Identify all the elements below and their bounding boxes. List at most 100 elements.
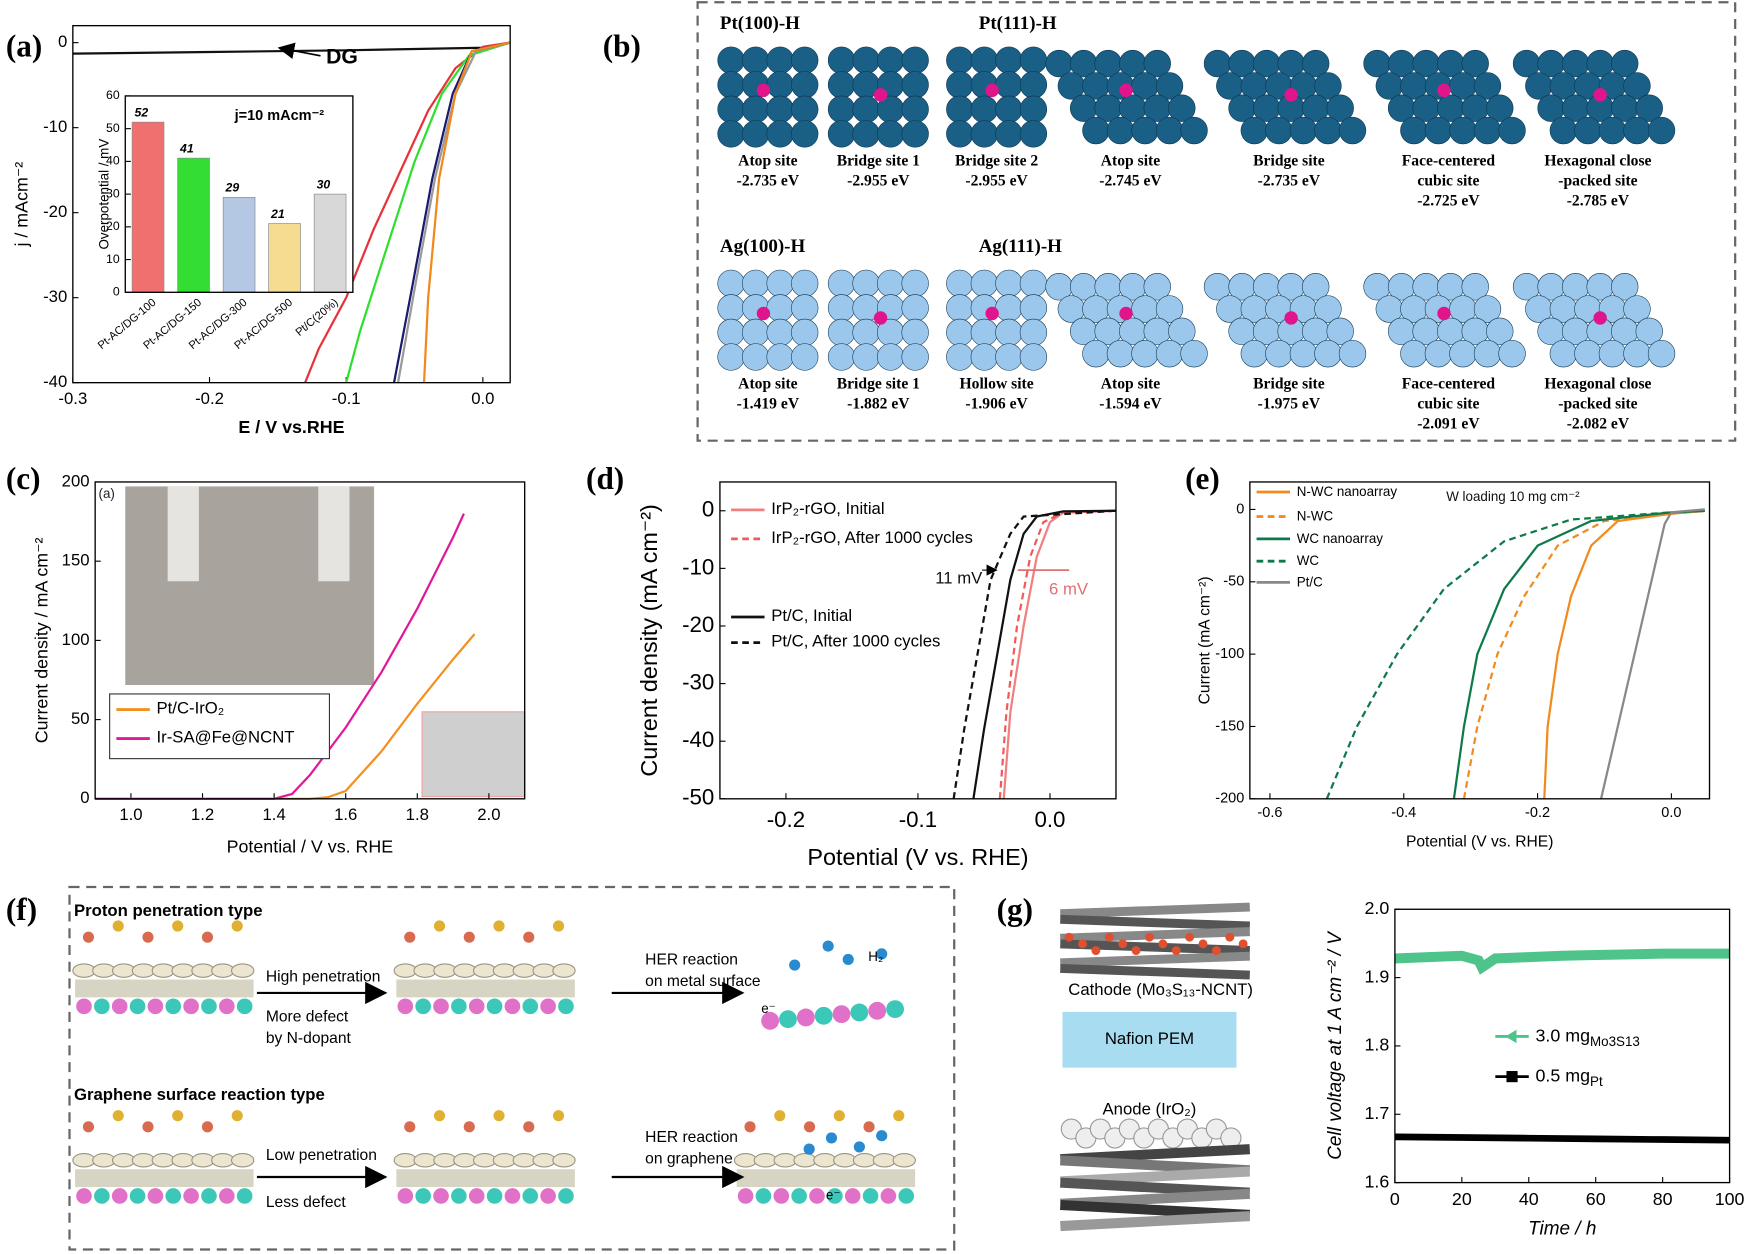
metal-atom bbox=[451, 998, 467, 1015]
atom bbox=[766, 46, 794, 74]
atom bbox=[995, 120, 1023, 148]
sulfonate bbox=[803, 1121, 816, 1133]
atom bbox=[852, 318, 880, 347]
series-line bbox=[422, 41, 511, 383]
atom bbox=[1400, 116, 1428, 145]
metal-atom bbox=[236, 1188, 253, 1204]
legend-marker bbox=[1505, 1029, 1517, 1044]
atom bbox=[1635, 94, 1663, 122]
legend-text: Pt/C, Initial bbox=[771, 606, 852, 625]
sulfonate bbox=[774, 1110, 786, 1122]
site-name: Bridge site 1 bbox=[837, 152, 920, 169]
sulfonate bbox=[552, 1110, 565, 1122]
y-tick-label: -20 bbox=[682, 612, 714, 637]
x-tick-label: 1.4 bbox=[263, 805, 286, 824]
sulfonate bbox=[433, 920, 446, 932]
atom bbox=[1131, 339, 1159, 368]
atom bbox=[1486, 317, 1514, 346]
metal-atom bbox=[844, 1188, 861, 1204]
annotation: 6 mV bbox=[1049, 580, 1089, 599]
x-tick-label: 0.0 bbox=[471, 389, 494, 408]
series-line bbox=[1002, 509, 1117, 799]
atom bbox=[1289, 116, 1318, 145]
sulfonate bbox=[231, 920, 243, 932]
metal-atom bbox=[868, 1001, 887, 1020]
atom bbox=[1623, 116, 1651, 145]
series-line bbox=[952, 509, 1117, 799]
metal-atom bbox=[451, 1188, 467, 1204]
x-axis-label: E / V vs.RHE bbox=[238, 417, 344, 437]
site-name: Face-centered bbox=[1402, 375, 1496, 392]
sulfonate bbox=[142, 1121, 154, 1133]
layer bbox=[396, 979, 575, 998]
atom bbox=[766, 318, 794, 347]
metal-atom bbox=[397, 1188, 414, 1204]
atom bbox=[1647, 339, 1676, 368]
graphene bbox=[111, 963, 136, 978]
label: e⁻ bbox=[826, 1188, 841, 1203]
sulfonate bbox=[744, 1121, 756, 1133]
atom bbox=[1400, 339, 1428, 368]
x-tick-label: -0.2 bbox=[1525, 805, 1550, 821]
sulfonate bbox=[863, 1121, 875, 1133]
metal-atom bbox=[827, 1188, 843, 1204]
series-line bbox=[1462, 509, 1705, 800]
metal-atom bbox=[201, 1188, 217, 1204]
metal-atom bbox=[862, 1188, 879, 1204]
y-tick-label: -20 bbox=[43, 202, 67, 221]
proton bbox=[876, 948, 888, 960]
graphene bbox=[211, 963, 235, 978]
atom bbox=[791, 120, 819, 148]
y-tick-label: -150 bbox=[1215, 718, 1244, 734]
legend-label: Pt/C, Initial bbox=[771, 606, 852, 625]
metal-atom bbox=[522, 1188, 539, 1204]
site-name: cubic site bbox=[1417, 172, 1479, 189]
x-tick-label: 1.8 bbox=[406, 805, 429, 824]
panel-b-frame bbox=[696, 1, 1737, 442]
nanotube bbox=[1060, 902, 1250, 919]
metal-atom bbox=[218, 1188, 235, 1204]
metal-atom bbox=[850, 1003, 869, 1022]
atom bbox=[1180, 339, 1208, 368]
y-tick-label: 1.7 bbox=[1365, 1103, 1390, 1123]
atom bbox=[946, 318, 974, 347]
graphene bbox=[552, 963, 576, 978]
atom bbox=[1473, 72, 1502, 100]
atom bbox=[970, 120, 999, 148]
graphene bbox=[433, 963, 457, 978]
catalyst bbox=[1131, 946, 1141, 956]
metal-atom bbox=[415, 998, 431, 1015]
atom bbox=[1623, 339, 1651, 368]
metal-atom bbox=[540, 998, 556, 1015]
atom bbox=[827, 343, 856, 371]
atom bbox=[1424, 339, 1453, 368]
catalyst bbox=[1091, 946, 1101, 956]
y-tick-label: -200 bbox=[1215, 791, 1244, 807]
hydrogen bbox=[1593, 88, 1607, 102]
atom bbox=[791, 269, 819, 298]
graphene bbox=[131, 1153, 156, 1168]
atom bbox=[876, 120, 905, 148]
site-name: Bridge site bbox=[1253, 375, 1325, 392]
atom bbox=[946, 343, 974, 371]
metal-atom bbox=[201, 998, 217, 1015]
y-tick-label: 1.8 bbox=[1365, 1035, 1390, 1055]
graphene bbox=[92, 963, 116, 978]
value-label: 52 bbox=[135, 105, 149, 119]
y-axis-label: j / mAcm⁻² bbox=[11, 162, 31, 248]
metal-atom bbox=[898, 1188, 915, 1204]
y-tick-label: 1.9 bbox=[1365, 966, 1390, 986]
legend-text: WC bbox=[1297, 553, 1320, 568]
label: Proton penetration type bbox=[74, 901, 263, 920]
atom bbox=[1314, 339, 1342, 368]
atom bbox=[901, 343, 929, 371]
sulfonate bbox=[523, 1121, 535, 1133]
graphene bbox=[892, 1153, 916, 1168]
graphene bbox=[733, 1153, 758, 1168]
metal-atom bbox=[468, 998, 485, 1015]
graphene bbox=[72, 963, 96, 978]
atom bbox=[946, 294, 974, 322]
atom bbox=[791, 318, 819, 347]
atom bbox=[717, 120, 745, 148]
proton bbox=[822, 940, 834, 952]
